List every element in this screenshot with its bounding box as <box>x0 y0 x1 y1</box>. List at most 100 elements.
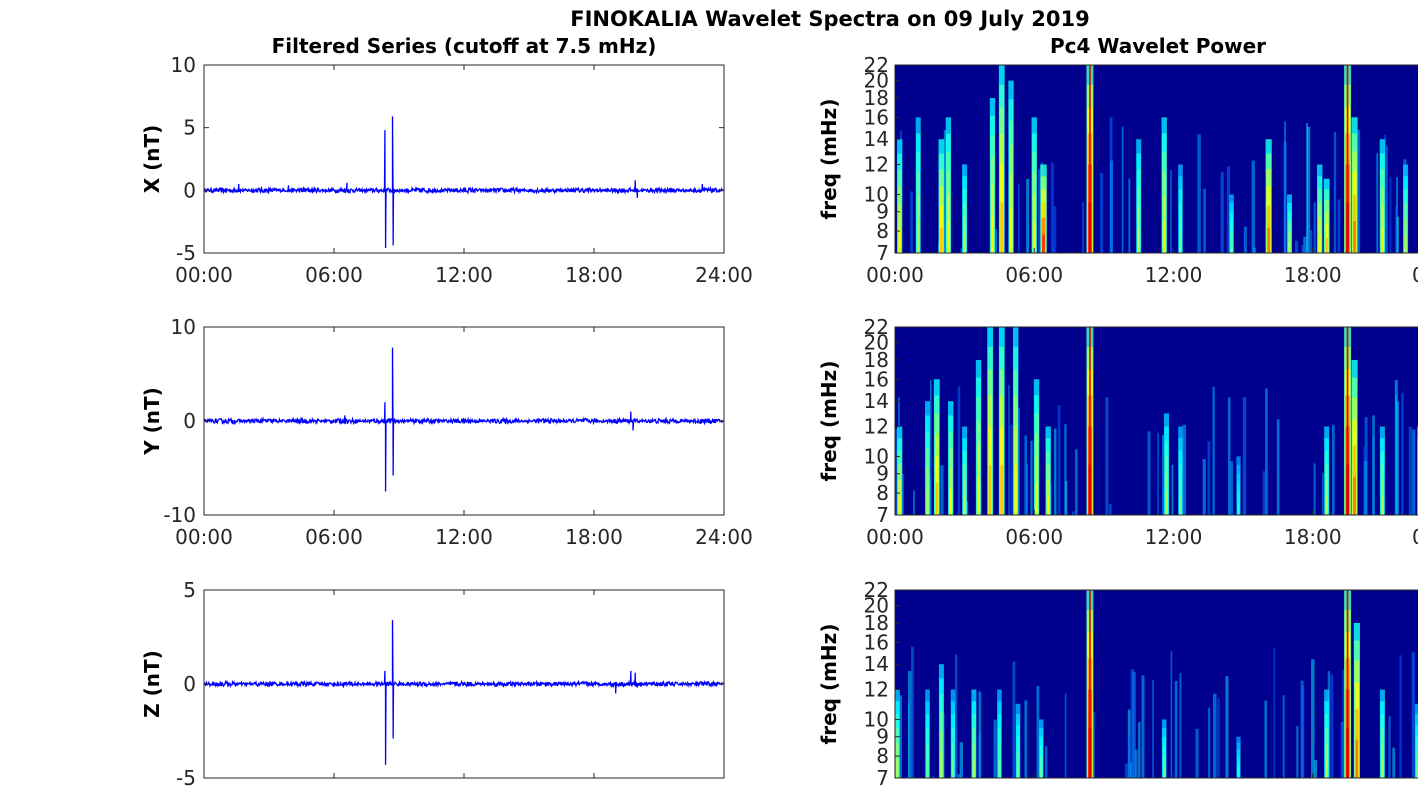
heatmap-cell <box>1330 674 1334 778</box>
heatmap-burst <box>1318 234 1321 253</box>
y-tick-label: 16 <box>864 630 889 654</box>
line-panel-1: Filtered Series (cutoff at 7.5 mHz) -5 0 5 1… <box>140 34 753 287</box>
heatmap-cell <box>1313 463 1316 515</box>
heatmap-burst <box>1165 493 1168 515</box>
heatmap-burst <box>1179 496 1182 515</box>
heatmap-cell <box>1264 700 1268 778</box>
y-tick-label: 12 <box>864 678 889 702</box>
heatmap-cell <box>1396 401 1400 515</box>
heatmap-cell <box>1265 388 1268 515</box>
heatmap-burst <box>1381 227 1384 253</box>
heatmap-cell <box>1251 160 1255 253</box>
y-axis-label: freq (mHz) <box>817 361 841 482</box>
heatmap-cell <box>1092 712 1095 778</box>
heatmap-burst <box>949 489 952 515</box>
heatmap-cell <box>1170 651 1173 778</box>
y-tick-label: 8 <box>876 481 889 505</box>
heatmap-cell <box>1408 426 1412 515</box>
heatmap-burst <box>1000 202 1003 253</box>
heatmap-cell <box>1208 707 1211 778</box>
y-axis-label: Y (nT) <box>140 387 164 456</box>
heatmap-burst <box>917 221 920 253</box>
y-tick-label: 14 <box>864 389 889 413</box>
heatmap-cell <box>1310 230 1313 253</box>
heatmap-burst <box>1353 221 1356 253</box>
heatmap-burst <box>1137 227 1140 253</box>
heatmap-cell <box>1296 726 1299 778</box>
heatmap-cell <box>1322 472 1324 515</box>
y-axis-label: freq (mHz) <box>817 624 841 745</box>
heatmap-burst <box>988 464 992 515</box>
heatmap-burst <box>1047 496 1050 515</box>
heatmap-cell <box>1276 419 1280 515</box>
heatmap-cell <box>1130 669 1135 778</box>
heatmap-burst <box>1267 227 1270 253</box>
heatmap-burst <box>926 489 929 515</box>
x-tick-label: 06:00 <box>305 525 363 549</box>
x-tick-label: 18:00 <box>1284 263 1342 287</box>
heatmap-cell <box>955 654 958 778</box>
heatmap-cell <box>959 742 963 778</box>
left-column-title: Filtered Series (cutoff at 7.5 mHz) <box>272 34 657 58</box>
y-tick-label: 14 <box>864 652 889 676</box>
heatmap-cell <box>1141 675 1145 778</box>
heatmap-cell <box>1306 126 1311 253</box>
heatmap-burst <box>1353 476 1356 515</box>
heatmap-burst <box>1381 496 1384 515</box>
heatmap-cell <box>943 130 947 253</box>
heatmap-cell <box>932 775 935 778</box>
y-tick-label: 0 <box>183 672 196 696</box>
heatmap-cell <box>1064 424 1067 515</box>
heatmap-cell <box>1171 464 1174 515</box>
heatmap-cell <box>1105 397 1109 515</box>
y-tick-label: 0 <box>183 178 196 202</box>
x-tick-label: 18:00 <box>1284 525 1342 549</box>
heatmap-cell <box>1036 686 1040 778</box>
heatmap-burst <box>926 759 929 778</box>
x-tick-label: 18:00 <box>565 263 623 287</box>
heatmap-cell <box>1038 169 1041 253</box>
heatmap-cell <box>1411 652 1415 778</box>
heatmap-cell <box>1064 693 1067 778</box>
y-tick-label: 5 <box>183 578 196 602</box>
heatmap-cell <box>1294 240 1298 253</box>
y-tick-label: 12 <box>864 415 889 439</box>
heatmap-cell <box>1220 172 1224 253</box>
x-tick-label: 18:00 <box>565 525 623 549</box>
heatmap-cell <box>1082 202 1084 253</box>
heatmap-cell <box>1399 655 1402 778</box>
y-tick-label: 20 <box>864 69 889 93</box>
heatmap-burst <box>1040 766 1043 778</box>
y-tick-label: 9 <box>876 725 889 749</box>
heatmap-cell <box>960 769 964 778</box>
y-tick-label: 14 <box>864 127 889 151</box>
heatmap-burst-core <box>1089 327 1091 515</box>
figure-title: FINOKALIA Wavelet Spectra on 09 July 201… <box>570 7 1090 31</box>
heatmap-cell <box>1372 415 1375 515</box>
heatmap-cell <box>1108 503 1112 515</box>
heatmap-background <box>895 65 1418 253</box>
y-tick-label: 18 <box>864 348 889 372</box>
x-tick-label: 06:00 <box>1005 263 1063 287</box>
x-tick-label: 00 <box>1412 525 1418 549</box>
x-tick-label: 12:00 <box>1145 525 1203 549</box>
y-tick-label: 18 <box>864 611 889 635</box>
y-tick-label: 22 <box>864 578 889 602</box>
heatmap-cell <box>1162 435 1166 515</box>
y-tick-label: 8 <box>876 219 889 243</box>
heatmap-cell <box>1008 385 1010 515</box>
y-tick-label: 10 <box>864 444 889 468</box>
heatmap-cell <box>1396 216 1399 253</box>
line-panel-3: -5 0 5 Z (nT) <box>140 578 725 788</box>
heatmap-cell <box>1202 459 1206 515</box>
heatmap-cell <box>1057 405 1061 515</box>
heatmap-cell <box>1212 386 1215 515</box>
panels: Filtered Series (cutoff at 7.5 mHz) -5 0 5 1… <box>140 34 1418 788</box>
heatmap-cell <box>1170 170 1172 253</box>
x-tick-label: 00:00 <box>866 525 924 549</box>
heatmap-burst <box>935 483 938 515</box>
